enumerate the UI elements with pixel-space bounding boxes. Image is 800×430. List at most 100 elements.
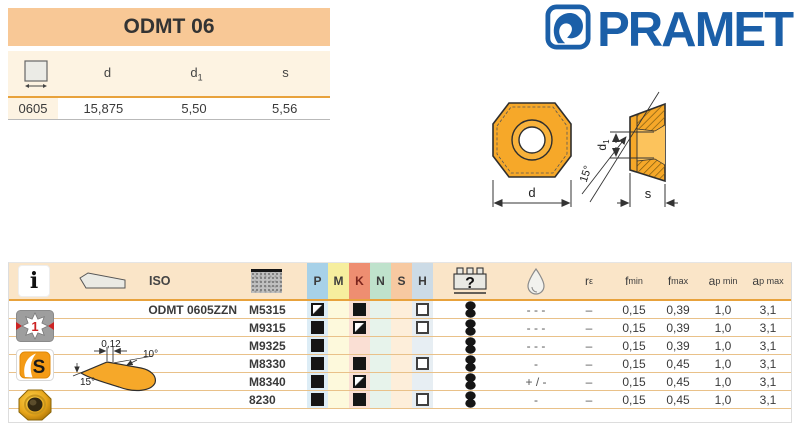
spacer-drawing (59, 319, 147, 336)
application-column-header: ? (433, 263, 507, 299)
coolant-cell: + / - (525, 374, 547, 389)
suitability-cell-N (370, 337, 391, 354)
catalog-row-M9325: M9325 - - - – 0,15 0,39 1,0 3,1 (9, 337, 791, 355)
suitability-cell-S (391, 373, 412, 390)
suitability-square-full (311, 339, 324, 352)
suitability-cell-K (349, 355, 370, 372)
insert-technical-drawing: d d1 15° s (468, 80, 718, 227)
grade-cell: M9325 (249, 338, 286, 353)
suitability-cell-K (349, 391, 370, 408)
suitability-square-full (311, 321, 324, 334)
suitability-square-full (311, 357, 324, 370)
suitability-square-outline (416, 393, 429, 406)
application-cell (433, 337, 507, 354)
suitability-cell-N (370, 373, 391, 390)
svg-text:1: 1 (31, 319, 38, 334)
fmax-cell: 0,45 (666, 374, 690, 389)
catalog-row-M8330: M8330 - – 0,15 0,45 1,0 3,1 (9, 355, 791, 373)
apmin-cell: 1,0 (714, 374, 732, 389)
machining-question-icon: ? (453, 267, 487, 294)
designation-cell: ODMT 0605ZZN (148, 302, 237, 317)
info-icon: i (18, 265, 50, 297)
apmin-cell: 1,0 (714, 356, 732, 371)
suitability-cell-K (349, 301, 370, 318)
suitability-cell-S (391, 355, 412, 372)
catalog-row-M5315: ODMT 0605ZZN M5315 - - - – 0,15 0,39 1,0 3,1 (9, 301, 791, 319)
dim-label-d1: d1 (595, 139, 611, 151)
suitability-square-half (311, 303, 324, 316)
fmax-cell: 0,45 (666, 392, 690, 407)
application-cell (433, 391, 507, 408)
application-spool-icon (464, 319, 476, 336)
coolant-cell: - (534, 356, 538, 371)
fmin-cell: 0,15 (622, 320, 646, 335)
apmin-cell: 1,0 (714, 320, 732, 335)
corner-radius-cell: – (585, 338, 593, 353)
suitability-cell-M (328, 391, 349, 408)
pramet-logo-mark-icon (545, 4, 591, 55)
fmax-cell: 0,39 (666, 338, 690, 353)
suitability-cell-M (328, 337, 349, 354)
suitability-cell-N (370, 301, 391, 318)
edge-angle15-label: 15° (80, 377, 95, 388)
fmin-column-header: f min (625, 274, 643, 288)
apmin-cell: 1,0 (714, 302, 732, 317)
apmax-cell: 3,1 (759, 320, 777, 335)
col-header-d: d (103, 64, 112, 80)
catalog-row-M9315: M9315 - - - – 0,15 0,39 1,0 3,1 (9, 319, 791, 337)
first-choice-icon: 1 (16, 310, 54, 342)
suitability-cell-P (307, 373, 328, 390)
col-header-s: s (282, 64, 289, 80)
coolant-cell: - - - (526, 320, 546, 335)
app-range-column-N: N (370, 263, 391, 299)
edge-angle10-label: 10° (143, 349, 158, 360)
spec-data-row: 0605 15,875 5,50 5,56 (8, 98, 330, 120)
suitability-cell-M (328, 373, 349, 390)
suitability-cell-N (370, 355, 391, 372)
corner-radius-cell: – (585, 356, 593, 371)
info-column-header: i (9, 263, 59, 299)
catalog-body: ODMT 0605ZZN M5315- - - –0,15 0,39 1,0 3,1 M93… (9, 301, 791, 421)
suitability-cell-H (412, 319, 433, 336)
suitability-square-full (353, 357, 366, 370)
corner-radius-cell: – (585, 374, 593, 389)
dim-label-s: s (645, 186, 652, 201)
svg-text:S: S (33, 357, 46, 378)
dim-label-15deg: 15° (578, 164, 595, 184)
suitability-cell-H (412, 301, 433, 318)
application-spool-icon (464, 355, 476, 372)
suitability-cell-M (328, 319, 349, 336)
suitability-square-full (353, 303, 366, 316)
size-cell: 0605 (8, 98, 58, 119)
apmax-cell: 3,1 (759, 338, 777, 353)
application-cell (433, 319, 507, 336)
brand-name: PRAMET (597, 2, 794, 57)
suitability-square-full (311, 393, 324, 406)
suitability-square-half (353, 375, 366, 388)
application-cell (433, 355, 507, 372)
suitability-cell-P (307, 355, 328, 372)
fmin-cell: 0,15 (622, 374, 646, 389)
apmax-cell: 3,1 (759, 374, 777, 389)
application-cell (433, 301, 507, 318)
grade-column-header (237, 263, 307, 299)
designation-cell (147, 319, 237, 336)
insert-photo-icon (18, 389, 52, 421)
suitability-cell-M (328, 355, 349, 372)
value-d: 15,875 (83, 101, 124, 116)
spec-header-row: d d1 s (8, 51, 330, 98)
grade-cell: M5315 (249, 302, 286, 317)
suitability-cell-K (349, 337, 370, 354)
grade-cell: 8230 (249, 392, 276, 407)
grade-cell: M9315 (249, 320, 286, 335)
coolant-column-header (507, 263, 565, 299)
suitability-cell-M (328, 301, 349, 318)
suitability-cell-K (349, 319, 370, 336)
col-header-d1: d1 (190, 64, 203, 83)
suitability-square-outline (416, 357, 429, 370)
corner-radius-cell: – (585, 302, 593, 317)
wiper-geometry-icon: S (16, 349, 54, 381)
suitability-square-outline (416, 303, 429, 316)
